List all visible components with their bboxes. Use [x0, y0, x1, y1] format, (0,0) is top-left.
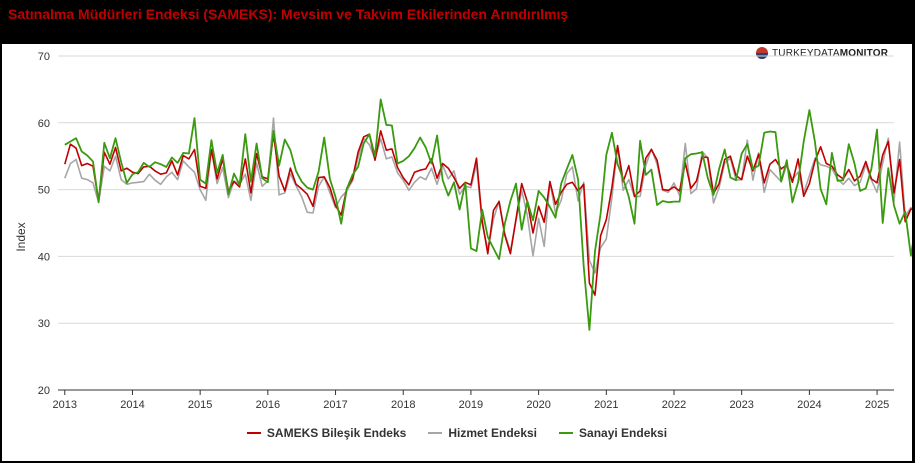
- x-tick-label: 2023: [729, 399, 753, 411]
- y-tick-label: 70: [38, 51, 50, 63]
- y-tick-label: 40: [38, 251, 50, 263]
- x-tick-label: 2014: [120, 399, 144, 411]
- y-tick-label: 60: [38, 118, 50, 130]
- y-tick-label: 30: [38, 318, 50, 330]
- series-line-0: [64, 130, 912, 296]
- legend-swatch-sanayi: [559, 432, 574, 434]
- chart-panel: TURKEYDATAMONITOR 20 30 40 50 60 70 2013 2014 2…: [2, 44, 912, 461]
- y-tick-label: 20: [38, 385, 50, 397]
- y-tick-label: 50: [38, 185, 50, 197]
- legend: SAMEKS Bileşik Endeks Hizmet Endeksi San…: [2, 426, 912, 440]
- legend-label-hizmet: Hizmet Endeksi: [448, 426, 538, 440]
- x-tick-label: 2017: [323, 399, 347, 411]
- legend-item-sanayi[interactable]: Sanayi Endeksi: [559, 426, 667, 440]
- legend-swatch-bilesik: [246, 432, 261, 434]
- x-tick-label: 2020: [526, 399, 550, 411]
- page-title: Satınalma Müdürleri Endeksi (SAMEKS): Me…: [8, 6, 569, 22]
- x-tick-label: 2019: [459, 399, 483, 411]
- legend-item-bilesik[interactable]: SAMEKS Bileşik Endeks: [246, 426, 407, 440]
- grid-lines: [58, 55, 894, 391]
- y-axis-label: Index: [14, 222, 28, 251]
- series-line-2: [64, 98, 912, 331]
- legend-label-bilesik: SAMEKS Bileşik Endeks: [266, 426, 407, 440]
- x-tick-label: 2025: [865, 399, 889, 411]
- x-tick-label: 2021: [594, 399, 618, 411]
- logo-text-part2: MONITOR: [839, 47, 889, 59]
- x-tick-label: 2015: [188, 399, 212, 411]
- x-tick-label: 2024: [797, 399, 821, 411]
- legend-item-hizmet[interactable]: Hizmet Endeksi: [428, 426, 537, 440]
- title-bar: Satınalma Müdürleri Endeksi (SAMEKS): Me…: [0, 0, 915, 44]
- legend-label-sanayi: Sanayi Endeksi: [579, 426, 668, 440]
- logo-text-part1: TURKEYDATA: [772, 47, 840, 59]
- x-tick-label: 2022: [662, 399, 686, 411]
- y-axis-ticks: 20 30 40 50 60 70: [38, 51, 50, 397]
- x-axis-ticks: 2013 2014 2015 2016 2017 2018 2019 2020 2021 2022…: [53, 390, 889, 411]
- series-lines: [64, 98, 912, 331]
- legend-swatch-hizmet: [428, 432, 443, 434]
- x-tick-label: 2018: [391, 399, 415, 411]
- x-tick-label: 2016: [256, 399, 280, 411]
- x-tick-label: 2013: [53, 399, 77, 411]
